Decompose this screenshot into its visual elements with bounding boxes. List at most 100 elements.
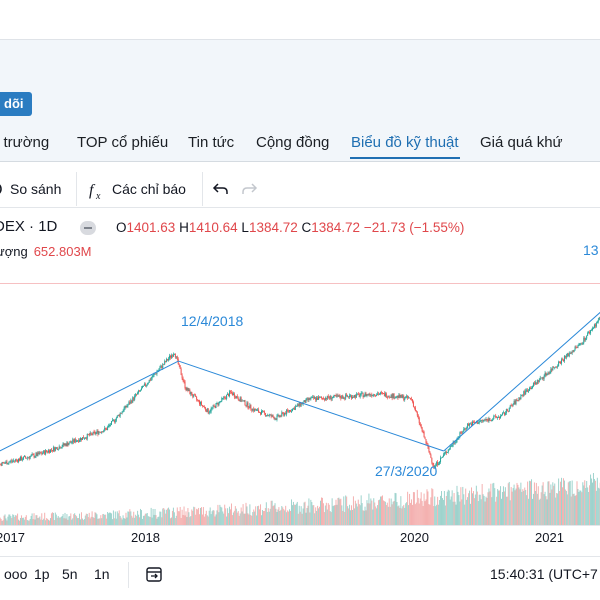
candle-body	[77, 440, 79, 442]
volume-bar	[464, 504, 466, 525]
candle-body	[230, 391, 232, 393]
volume-bar	[112, 510, 114, 525]
volume-bar	[245, 502, 247, 525]
candle-body	[597, 320, 599, 322]
volume-bar	[579, 490, 581, 525]
candle-body	[270, 414, 272, 417]
volume-bar	[582, 482, 584, 525]
candle-body	[290, 410, 292, 412]
trend-line[interactable]	[0, 360, 179, 465]
candle-body	[199, 400, 201, 405]
volume-bar	[415, 502, 417, 525]
volume-bar	[472, 491, 474, 525]
redo-icon[interactable]	[240, 182, 258, 201]
candle-body	[503, 412, 505, 415]
volume-bar	[337, 497, 339, 525]
candle-body	[279, 415, 281, 417]
volume-bar	[484, 501, 486, 525]
candle-body	[121, 411, 123, 414]
candle-body	[268, 414, 270, 416]
volume-bar	[471, 493, 473, 525]
volume-bar	[365, 510, 367, 525]
range-5y-button[interactable]: 5n	[62, 566, 78, 582]
volume-bar	[214, 516, 216, 525]
candlestick-series	[0, 316, 600, 470]
volume-bar	[326, 509, 328, 525]
volume-bar	[583, 485, 585, 525]
candle-body	[577, 345, 579, 348]
compare-icon[interactable]	[0, 181, 6, 202]
volume-bar	[511, 491, 513, 525]
volume-bar	[339, 499, 341, 525]
compare-button[interactable]: So sánh	[10, 181, 62, 197]
more-ranges-button[interactable]: ooo	[4, 566, 28, 582]
candle-body	[499, 416, 501, 419]
candle-body	[104, 427, 106, 431]
volume-bar	[230, 509, 232, 525]
change-value: −21.73 (−1.55%)	[363, 220, 465, 235]
candle-body	[192, 395, 194, 397]
candle-body	[133, 397, 135, 400]
trend-line[interactable]	[178, 360, 444, 452]
volume-bar	[158, 516, 160, 525]
go-to-date-icon[interactable]	[145, 565, 163, 588]
volume-bar	[221, 507, 223, 525]
volume-bar	[229, 506, 231, 525]
volume-bar	[30, 515, 32, 525]
candle-body	[441, 456, 443, 458]
indicators-button[interactable]: Các chỉ báo	[112, 181, 186, 197]
candle-body	[183, 380, 185, 382]
volume-bar	[26, 519, 28, 525]
candle-body	[39, 452, 41, 455]
undo-icon[interactable]	[212, 182, 230, 201]
candle-body	[411, 399, 413, 402]
tab-top-stocks[interactable]: TOP cổ phiếu	[77, 134, 169, 151]
volume-bar	[284, 510, 286, 525]
tab-news[interactable]: Tin tức	[188, 134, 235, 151]
tab-market[interactable]: ị trường	[0, 134, 50, 151]
volume-bar	[168, 507, 170, 525]
volume-bar	[549, 492, 551, 525]
timezone-clock[interactable]: 15:40:31 (UTC+7	[490, 566, 598, 582]
candle-body	[504, 413, 506, 415]
volume-bar	[170, 518, 172, 525]
collapse-legend-icon[interactable]	[80, 221, 96, 235]
volume-bar	[573, 493, 575, 525]
candle-body	[250, 404, 252, 410]
volume-bar	[481, 484, 483, 525]
tab-technical-chart[interactable]: Biểu đồ kỹ thuật	[351, 134, 459, 151]
volume-bar	[443, 490, 445, 525]
range-1d-button[interactable]: 1p	[34, 566, 50, 582]
tab-community[interactable]: Cộng đồng	[256, 134, 330, 151]
candle-body	[252, 408, 254, 411]
candle-body	[373, 394, 375, 396]
volume-bar	[179, 506, 181, 525]
range-1y-button[interactable]: 1n	[94, 566, 110, 582]
tab-price-history[interactable]: Giá quá khứ	[480, 134, 563, 151]
candle-body	[196, 396, 198, 400]
candle-body	[530, 387, 532, 389]
volume-bar	[281, 505, 283, 525]
volume-bar	[522, 489, 524, 525]
candle-body	[261, 410, 263, 412]
symbol-label[interactable]: DEX · 1D	[0, 218, 57, 235]
volume-bar	[273, 505, 275, 525]
candle-body	[222, 397, 224, 399]
candle-body	[435, 465, 437, 467]
volume-bar	[254, 511, 256, 525]
volume-bar	[564, 489, 566, 525]
volume-bar	[526, 495, 528, 525]
follow-button[interactable]: dõi	[0, 92, 32, 116]
candle-body	[86, 433, 88, 439]
volume-bar	[465, 488, 467, 525]
volume-bar	[577, 488, 579, 525]
price-chart[interactable]	[0, 285, 600, 525]
volume-bar	[389, 506, 391, 525]
candle-body	[180, 368, 182, 375]
trend-line[interactable]	[443, 310, 600, 452]
volume-bar	[405, 503, 407, 525]
interval-label[interactable]: 1D	[38, 218, 58, 235]
candle-body	[384, 393, 386, 397]
candle-body	[78, 440, 80, 442]
